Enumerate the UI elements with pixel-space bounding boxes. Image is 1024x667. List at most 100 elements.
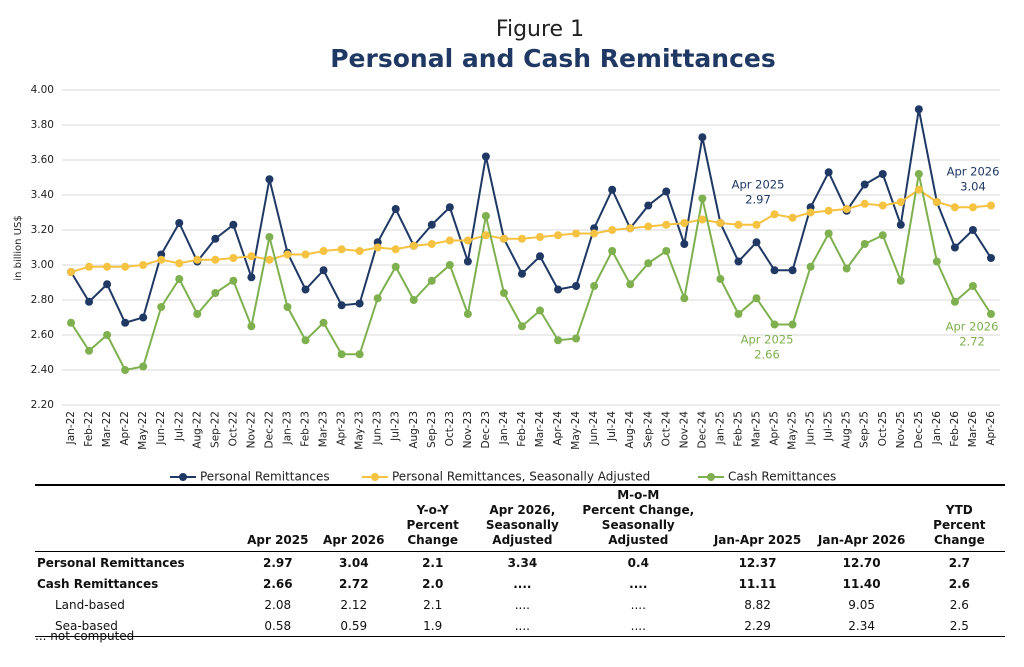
x-tick-label: Feb-22 (83, 411, 95, 447)
data-point (536, 252, 545, 261)
y-tick-label: 2.40 (31, 364, 54, 376)
data-point (517, 234, 526, 243)
data-point (319, 266, 328, 275)
annotation-value: 3.04 (960, 180, 986, 194)
x-tick-label: Oct-23 (444, 411, 456, 446)
table-cell: .... (473, 615, 572, 637)
data-point (355, 247, 364, 255)
annotation-label: Apr 2026 (947, 165, 1000, 179)
x-tick-label: Apr-24 (552, 411, 564, 446)
data-point (572, 229, 581, 238)
data-point (608, 247, 617, 255)
data-point (968, 282, 977, 290)
data-point (463, 257, 472, 266)
table-cell: 3.34 (507, 555, 538, 570)
data-point (391, 262, 400, 271)
table-cell: 0.4 (627, 555, 649, 570)
x-tick-label: Mar-22 (101, 411, 113, 447)
row-label: Sea-based (35, 615, 240, 637)
x-tick-label: Oct-25 (877, 411, 889, 446)
data-point (662, 247, 671, 255)
data-point (878, 201, 887, 210)
header-line: Percent Change, (582, 503, 695, 517)
x-tick-label: Mar-23 (318, 411, 330, 447)
data-point (193, 255, 202, 264)
data-point (842, 264, 851, 273)
data-point (626, 224, 635, 233)
header-line: Jan-Apr 2026 (817, 533, 906, 547)
x-tick-label: Dec-24 (696, 411, 708, 449)
y-tick-label: 3.80 (31, 119, 54, 131)
header-line: Apr 2026, (489, 503, 556, 517)
data-point (626, 280, 635, 289)
row-label: Cash Remittances (37, 576, 159, 591)
data-point (860, 180, 869, 189)
footnote: ... not computed (35, 629, 135, 643)
data-point (986, 254, 995, 262)
data-point (67, 268, 76, 276)
data-point (139, 362, 148, 371)
data-point (734, 220, 743, 229)
x-tick-label: Jun-24 (588, 411, 600, 446)
table-row: Land-based 2.08 2.12 2.1........ 8.82 9.05 2.6 (35, 594, 1005, 615)
data-point (968, 226, 977, 234)
data-point (517, 269, 526, 278)
data-point (265, 175, 274, 184)
data-point (409, 296, 418, 304)
data-point (121, 262, 130, 271)
data-point (554, 231, 563, 240)
data-point (391, 205, 400, 213)
data-point (950, 297, 959, 306)
data-point (968, 203, 977, 212)
header-line: Adjusted (492, 533, 553, 547)
x-tick-label: Mar-25 (750, 411, 762, 447)
data-point (157, 255, 166, 264)
y-tick-label: 3.40 (31, 189, 54, 201)
column-header: Apr 2026 (315, 484, 392, 552)
table-cell: 9.05 (848, 597, 876, 612)
data-point (391, 245, 400, 254)
annotation-value: 2.66 (754, 348, 780, 362)
x-tick-label: Mar-24 (534, 411, 546, 448)
data-point (824, 229, 833, 238)
x-tick-label: Dec-25 (913, 411, 925, 448)
header-line: Change (407, 533, 459, 547)
data-point (499, 234, 508, 243)
data-point (662, 187, 671, 196)
data-point (752, 220, 761, 229)
x-tick-label: Aug-22 (191, 411, 203, 449)
data-point (481, 152, 490, 161)
x-tick-label: Sep-25 (859, 411, 871, 448)
table-row: Cash Remittances 2.66 2.72 2.0........ 11.11… (35, 573, 1005, 594)
data-point (139, 261, 148, 269)
data-point (644, 201, 653, 210)
x-tick-label: Jan-22 (65, 411, 77, 445)
data-point (157, 303, 166, 311)
data-point (824, 168, 833, 177)
data-point (590, 282, 599, 290)
x-tick-label: May-22 (137, 411, 149, 450)
x-tick-label: Apr-22 (119, 411, 131, 446)
data-point (788, 213, 797, 222)
data-point (806, 208, 815, 217)
data-point (499, 289, 508, 297)
data-point (211, 255, 220, 264)
header-line: YTD (945, 503, 973, 517)
data-point (85, 346, 94, 355)
column-header (35, 484, 240, 552)
annotation-value: 2.72 (959, 335, 985, 349)
x-tick-label: Dec-23 (480, 411, 492, 448)
column-header: Jan-Apr 2025 (705, 484, 810, 552)
x-tick-label: Sep-22 (209, 411, 221, 448)
x-tick-label: Sep-24 (642, 411, 654, 448)
data-point (247, 252, 256, 261)
data-point (301, 250, 310, 259)
table-cell: .... (629, 576, 648, 591)
data-point (373, 294, 382, 303)
table-cell: 0.59 (315, 615, 392, 637)
column-header: Apr 2026, Seasonally Adjusted (473, 484, 572, 552)
data-point (914, 105, 923, 114)
data-point (662, 220, 671, 229)
header-line: Apr 2026 (323, 533, 385, 547)
